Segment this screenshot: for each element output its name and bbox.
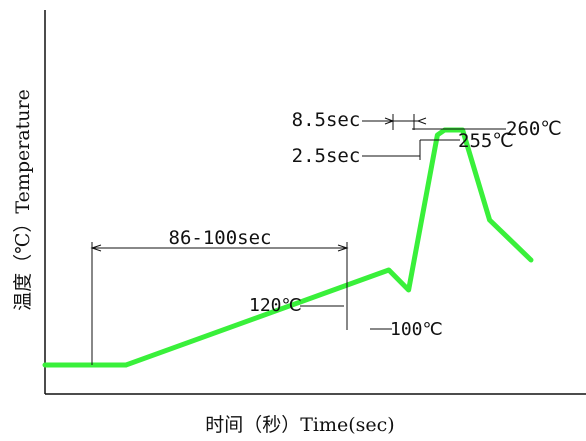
x-axis-title: 时间（秒）Time(sec) <box>205 414 394 436</box>
preheat-arrow-left <box>90 244 102 252</box>
profile-point-0 <box>43 363 47 367</box>
profile-point-8 <box>529 258 533 262</box>
profile-point-4 <box>435 133 440 137</box>
peak-temp-label: 260℃ <box>506 118 562 140</box>
profile-point-3 <box>406 288 411 292</box>
profile-point-2 <box>386 268 391 272</box>
peak-time-label: 8.5sec <box>292 109 361 131</box>
profile-point-7 <box>487 218 492 222</box>
temp-255-label: 255℃ <box>458 130 514 152</box>
preheat-arrow-right <box>337 244 349 252</box>
preheat-time-label: 86-100sec <box>169 227 272 249</box>
peak-time-arrow-right <box>416 117 427 125</box>
above-255-time-label: 2.5sec <box>292 145 361 167</box>
temp-100-label: 100℃ <box>390 319 443 340</box>
dimension-lines <box>90 114 506 365</box>
temp-120-label: 120℃ <box>249 295 302 316</box>
profile-point-1 <box>124 363 128 367</box>
y-axis-title: 温度（℃）Temperature <box>12 89 34 311</box>
